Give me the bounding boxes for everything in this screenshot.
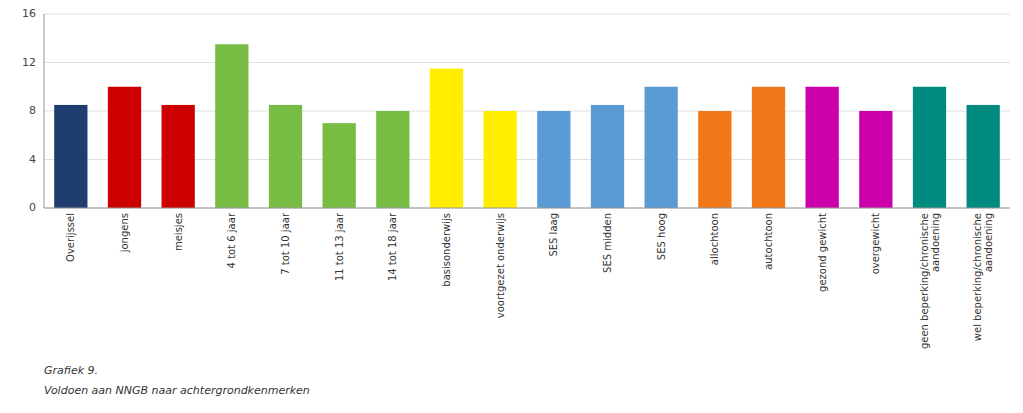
x-ticks: Overijssel jongens meisjes 4 tot 6 jaar 7 to…	[65, 212, 994, 349]
grid	[44, 14, 1010, 208]
x-tick-label: allochtoon	[709, 213, 720, 265]
bar	[162, 105, 195, 208]
y-tick-label: 16	[22, 7, 36, 20]
x-tick-label: autochtoon	[763, 213, 774, 270]
bar	[54, 105, 87, 208]
x-tick-label: geen beperking/chronischeaandoening	[919, 213, 941, 349]
x-tick-label: meisjes	[173, 213, 184, 251]
x-tick-label: SES midden	[602, 213, 613, 273]
y-tick-label: 8	[29, 104, 36, 117]
chart-container: 0 4 8 12 16 Overijssel jongens meisjes 4 tot 6 j…	[0, 0, 1023, 413]
bar	[269, 105, 302, 208]
bar	[591, 105, 624, 208]
y-ticks: 0 4 8 12 16	[22, 7, 36, 214]
bar	[215, 44, 248, 208]
x-tick-label: SES laag	[548, 213, 559, 257]
bar	[323, 123, 356, 208]
bar	[537, 111, 570, 208]
x-tick-label: 14 tot 18 jaar	[387, 212, 398, 281]
x-tick-label: SES hoog	[656, 213, 667, 260]
x-axis-line	[44, 208, 1010, 209]
chart: 0 4 8 12 16 Overijssel jongens meisjes 4 tot 6 j…	[0, 0, 1023, 413]
y-axis-line	[44, 14, 45, 208]
bars	[54, 44, 1000, 208]
bar	[376, 111, 409, 208]
y-tick-label: 12	[22, 56, 36, 69]
bar	[913, 87, 946, 208]
x-tick-label: 11 tot 13 jaar	[334, 212, 345, 281]
grid-line	[44, 62, 1010, 63]
x-tick-label: wel beperking/chronischeaandoening	[972, 213, 994, 341]
bar	[859, 111, 892, 208]
bar	[967, 105, 1000, 208]
grid-line	[44, 208, 1010, 209]
x-tick-label: jongens	[119, 213, 130, 253]
y-tick-label: 4	[29, 153, 36, 166]
x-tick-label: 4 tot 6 jaar	[226, 212, 237, 268]
x-tick-label: overgewicht	[870, 213, 881, 274]
x-tick-label: gezond gewicht	[817, 213, 828, 292]
bar	[108, 87, 141, 208]
bar	[645, 87, 678, 208]
bar	[698, 111, 731, 208]
caption-subtitle: Voldoen aan NNGB naar achtergrondkenmerk…	[44, 384, 310, 397]
bar	[806, 87, 839, 208]
bar	[484, 111, 517, 208]
bar	[752, 87, 785, 208]
grid-line	[44, 14, 1010, 15]
x-tick-label: basisonderwijs	[441, 213, 452, 287]
bar	[430, 69, 463, 208]
x-tick-label: 7 tot 10 jaar	[280, 212, 291, 275]
x-tick-label: voortgezet onderwijs	[495, 213, 506, 318]
x-tick-label: Overijssel	[65, 213, 76, 262]
y-tick-label: 0	[29, 201, 36, 214]
caption-title: Grafiek 9.	[44, 364, 98, 377]
